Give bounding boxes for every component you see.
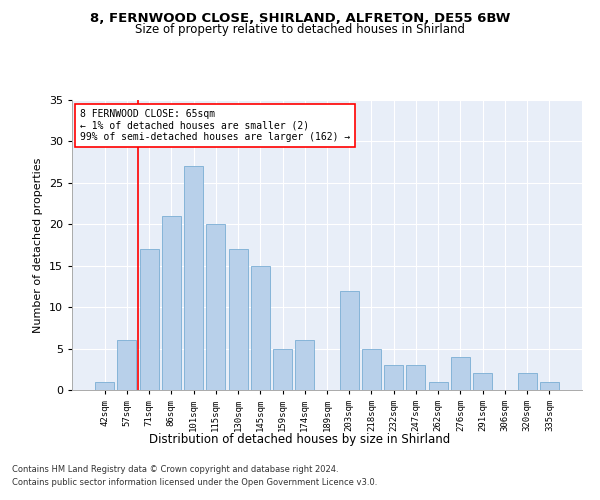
Text: Distribution of detached houses by size in Shirland: Distribution of detached houses by size … (149, 432, 451, 446)
Bar (429, 382, 448, 390)
Bar (451, 357, 470, 390)
Bar (295, 340, 314, 390)
Bar (206, 224, 225, 390)
Bar (518, 374, 536, 390)
Bar (251, 266, 270, 390)
Bar (362, 348, 381, 390)
Bar (162, 216, 181, 390)
Bar (140, 249, 158, 390)
Text: 8 FERNWOOD CLOSE: 65sqm
← 1% of detached houses are smaller (2)
99% of semi-deta: 8 FERNWOOD CLOSE: 65sqm ← 1% of detached… (80, 108, 350, 142)
Bar (118, 340, 136, 390)
Bar (340, 290, 359, 390)
Bar (384, 365, 403, 390)
Text: Contains HM Land Registry data © Crown copyright and database right 2024.: Contains HM Land Registry data © Crown c… (12, 466, 338, 474)
Bar (473, 374, 492, 390)
Bar (406, 365, 425, 390)
Bar (540, 382, 559, 390)
Text: Size of property relative to detached houses in Shirland: Size of property relative to detached ho… (135, 22, 465, 36)
Bar (229, 249, 248, 390)
Bar (184, 166, 203, 390)
Text: Contains public sector information licensed under the Open Government Licence v3: Contains public sector information licen… (12, 478, 377, 487)
Text: 8, FERNWOOD CLOSE, SHIRLAND, ALFRETON, DE55 6BW: 8, FERNWOOD CLOSE, SHIRLAND, ALFRETON, D… (90, 12, 510, 26)
Y-axis label: Number of detached properties: Number of detached properties (33, 158, 43, 332)
Bar (273, 348, 292, 390)
Bar (95, 382, 114, 390)
